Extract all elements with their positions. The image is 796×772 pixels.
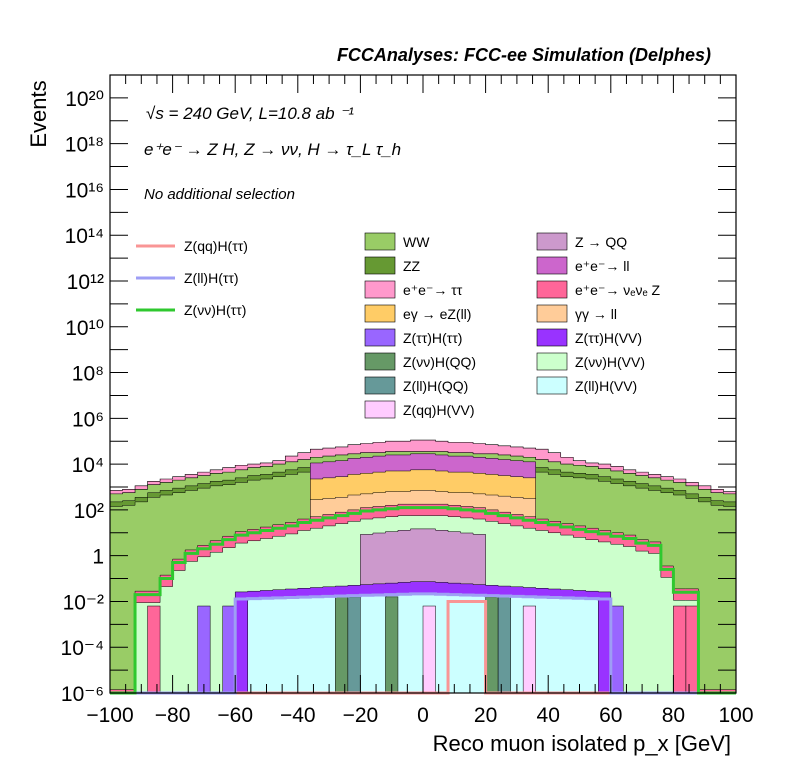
legend-stack-label: γγ → ll xyxy=(575,306,617,322)
y-tick-label: 10⁴ xyxy=(72,454,104,477)
plot-area xyxy=(109,439,737,695)
legend-stack-swatch xyxy=(536,256,568,275)
legend-stack-swatch xyxy=(536,352,568,371)
legend-stack-swatch xyxy=(364,376,396,395)
x-tick-label: −80 xyxy=(155,704,191,727)
legend-backgrounds: WW Z → QQ ZZ e⁺e⁻→ ll e⁺e⁻→ ττ e⁺e⁻→ νₑνₑ Z eγ… xyxy=(364,232,661,419)
legend-stack-label: ZZ xyxy=(403,258,421,274)
legend-stack-swatch xyxy=(364,256,396,275)
y-tick-label: 10²⁰ xyxy=(65,88,104,111)
legend-stack-label: Z(qq)H(VV) xyxy=(403,402,475,418)
legend-stack-label: WW xyxy=(403,234,430,250)
x-tick-label: 40 xyxy=(537,704,560,727)
signal-line-zll-htautau xyxy=(110,592,736,695)
stack-bin-misc xyxy=(222,605,236,694)
axes-frame: −100 −80 −60 −40 −20 0 20 40 60 80 100 10⁻⁶ 10⁻⁴ 10⁻²… xyxy=(61,74,754,727)
x-tick-label: 100 xyxy=(718,704,753,727)
x-axis-label: Reco muon isolated p_x [GeV] xyxy=(433,731,731,756)
legend-line-label: Z(νν)H(ττ) xyxy=(184,302,246,318)
process-annotation: e⁺e⁻ → Z H, Z → νν, H → τ_L τ_h xyxy=(144,140,401,159)
legend-stack-swatch xyxy=(364,280,396,299)
legend-stack-swatch xyxy=(364,328,396,347)
y-tick-label: 10¹⁸ xyxy=(65,134,104,157)
stack-bin-zhqq xyxy=(335,596,349,694)
legend-stack-swatch xyxy=(364,232,396,251)
selection-annotation: No additional selection xyxy=(144,186,295,203)
y-tick-label: 10⁶ xyxy=(72,408,104,431)
stack-bin-zhqq xyxy=(485,596,499,694)
y-axis-label: Events xyxy=(26,80,51,147)
y-tick-label: 10¹⁴ xyxy=(65,225,104,248)
legend-stack-label: Z(ll)H(VV) xyxy=(575,378,637,394)
stack-bin-misc xyxy=(197,605,211,694)
y-tick-label: 10² xyxy=(74,500,104,523)
stack-bin-misc xyxy=(685,605,699,694)
legend-stack-label: Z(ττ)H(VV) xyxy=(575,330,642,346)
stack-bin-misc xyxy=(673,605,687,694)
plot-title: FCCAnalyses: FCC-ee Simulation (Delphes) xyxy=(337,45,711,65)
stack-bin-zhqq xyxy=(385,596,399,694)
legend-stack-swatch xyxy=(536,328,568,347)
y-tick-label: 10⁻⁴ xyxy=(61,637,104,660)
legend-stack-label: Z → QQ xyxy=(575,234,627,250)
stack-bin-zhqq xyxy=(347,596,361,694)
legend-signals: Z(qq)H(ττ) Z(ll)H(ττ) Z(νν)H(ττ) xyxy=(136,238,248,318)
legend-stack-swatch xyxy=(364,304,396,323)
x-tick-label: −20 xyxy=(343,704,379,727)
stack-bin-misc xyxy=(147,605,161,694)
energy-annotation: √s = 240 GeV, L=10.8 ab ⁻¹ xyxy=(146,104,354,123)
legend-stack-swatch xyxy=(536,304,568,323)
y-tick-label: 10¹⁶ xyxy=(65,179,104,202)
legend-stack-swatch xyxy=(536,280,568,299)
legend-stack-swatch xyxy=(364,400,396,419)
signal-line-znn-htautau xyxy=(110,506,736,695)
x-tick-label: 80 xyxy=(662,704,685,727)
y-tick-label: 10¹² xyxy=(67,271,104,294)
legend-stack-label: e⁺e⁻→ ττ xyxy=(403,282,463,298)
legend-stack-swatch xyxy=(364,352,396,371)
x-tick-label: −40 xyxy=(280,704,316,727)
stack-bin-zhqq xyxy=(497,596,511,694)
x-tick-label: 0 xyxy=(417,704,429,727)
legend-line-label: Z(ll)H(ττ) xyxy=(184,270,239,286)
y-tick-label: 10¹⁰ xyxy=(65,317,104,340)
x-tick-label: −100 xyxy=(86,704,133,727)
y-tick-label: 10⁸ xyxy=(72,363,104,386)
x-tick-label: −60 xyxy=(217,704,253,727)
legend-stack-label: e⁺e⁻→ νₑνₑ Z xyxy=(575,282,661,298)
legend-stack-swatch xyxy=(536,232,568,251)
y-tick-label: 10⁻² xyxy=(63,591,104,614)
stack-bin-misc xyxy=(610,605,624,694)
y-tick-label: 10⁻⁶ xyxy=(61,683,104,706)
legend-stack-label: Z(ττ)H(ττ) xyxy=(403,330,462,346)
legend-stack-label: Z(ll)H(QQ) xyxy=(403,378,468,394)
y-tick-label: 1 xyxy=(92,546,104,569)
legend-stack-label: Z(νν)H(VV) xyxy=(575,354,645,370)
x-tick-label: 60 xyxy=(599,704,622,727)
stack-bin-misc xyxy=(422,605,436,694)
legend-line-label: Z(qq)H(ττ) xyxy=(184,238,248,254)
legend-stack-label: Z(νν)H(QQ) xyxy=(403,354,476,370)
legend-stack-label: e⁺e⁻→ ll xyxy=(575,258,629,274)
legend-stack-label: eγ → eZ(ll) xyxy=(403,306,471,322)
stack-bin-misc xyxy=(522,605,536,694)
legend-stack-swatch xyxy=(536,376,568,395)
x-tick-label: 20 xyxy=(474,704,497,727)
